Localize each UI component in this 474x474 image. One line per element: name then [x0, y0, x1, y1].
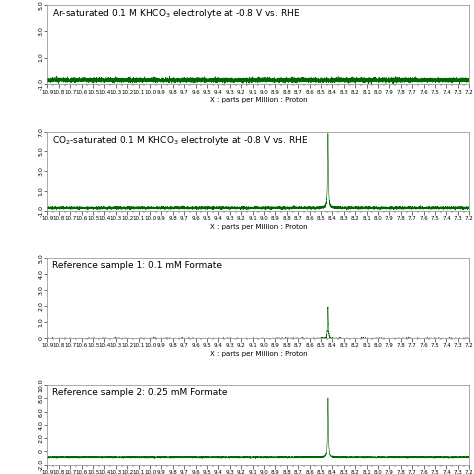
Text: Reference sample 2: 0.25 mM Formate: Reference sample 2: 0.25 mM Formate — [52, 388, 227, 397]
Text: Ar-saturated 0.1 M KHCO$_3$ electrolyte at -0.8 V vs. RHE: Ar-saturated 0.1 M KHCO$_3$ electrolyte … — [52, 7, 300, 20]
X-axis label: X : parts per Million : Proton: X : parts per Million : Proton — [210, 224, 307, 230]
X-axis label: X : parts per Million : Proton: X : parts per Million : Proton — [210, 97, 307, 103]
Text: Reference sample 1: 0.1 mM Formate: Reference sample 1: 0.1 mM Formate — [52, 261, 222, 270]
X-axis label: X : parts per Million : Proton: X : parts per Million : Proton — [210, 351, 307, 357]
Text: CO$_2$-saturated 0.1 M KHCO$_3$ electrolyte at -0.8 V vs. RHE: CO$_2$-saturated 0.1 M KHCO$_3$ electrol… — [52, 134, 308, 147]
